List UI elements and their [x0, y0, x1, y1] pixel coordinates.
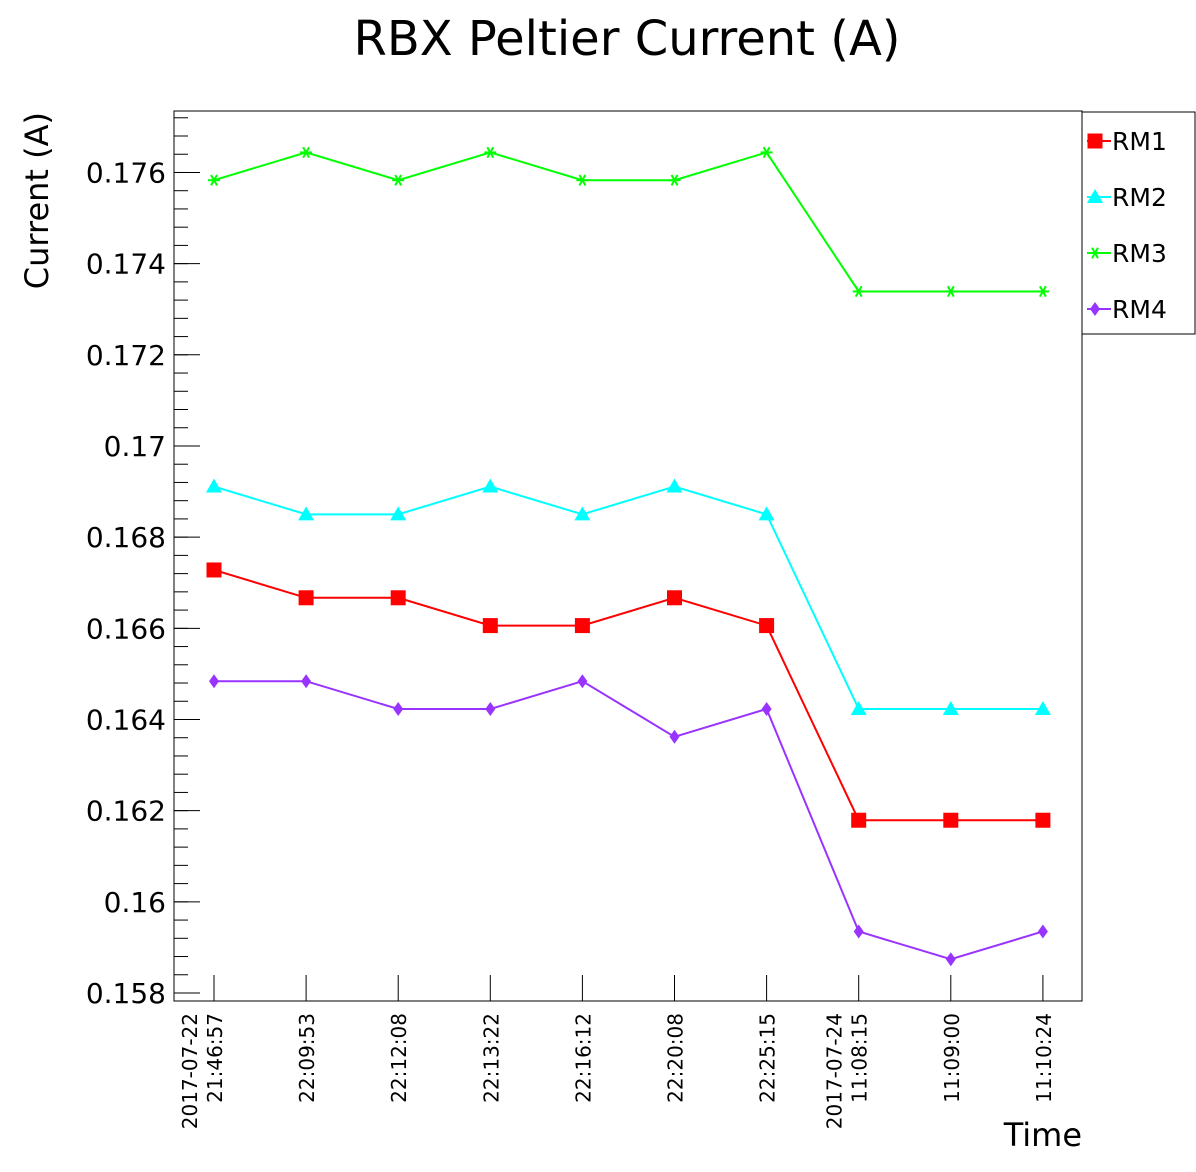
legend-label: RM2 — [1112, 183, 1167, 212]
data-point — [669, 729, 680, 744]
series-rm2 — [206, 478, 1051, 716]
data-point — [1035, 812, 1051, 828]
legend: RM1 RM2 RM3 RM4 — [1081, 111, 1196, 335]
x-tick-label: 22:09:53 — [295, 1013, 319, 1103]
y-tick-label: 0.176 — [86, 156, 166, 189]
y-tick-label: 0.174 — [86, 248, 166, 281]
data-point — [208, 174, 220, 186]
legend-label: RM3 — [1112, 239, 1167, 268]
plot-frame — [173, 110, 1083, 1002]
series-line — [213, 569, 1043, 822]
legend-label: RM4 — [1112, 295, 1167, 324]
data-point — [209, 674, 219, 689]
data-point — [852, 285, 865, 298]
data-point — [577, 674, 588, 689]
data-point — [942, 701, 959, 716]
data-point — [850, 701, 867, 716]
series-line — [214, 680, 1044, 961]
y-tick-label: 0.16 — [104, 886, 166, 919]
x-tick-label: 22:13:22 — [479, 1013, 503, 1103]
data-point — [300, 146, 313, 159]
data-point — [574, 506, 591, 521]
data-point — [298, 506, 315, 521]
x-tick-label: 22:12:08 — [387, 1013, 411, 1103]
data-point — [667, 590, 682, 606]
series-layer — [206, 146, 1051, 967]
data-point — [944, 285, 957, 298]
y-tick-label: 0.168 — [86, 521, 166, 554]
legend-entry-rm2: RM2 — [1087, 183, 1167, 212]
data-point — [943, 812, 959, 828]
y-tick-label: 0.172 — [86, 339, 166, 372]
legend-label: RM1 — [1112, 127, 1167, 156]
data-point — [301, 674, 312, 689]
data-point — [758, 506, 775, 521]
data-point — [482, 618, 498, 634]
data-point — [206, 562, 222, 578]
series-rm1 — [206, 562, 1051, 828]
y-tick-label: 0.17 — [104, 430, 166, 463]
x-tick-label: 2017-07-22 — [178, 1013, 202, 1129]
legend-box — [1081, 111, 1196, 335]
data-point — [851, 812, 867, 828]
data-point — [390, 590, 406, 606]
data-point — [390, 506, 407, 521]
legend-marker — [1089, 247, 1101, 259]
x-tick-label: 22:25:15 — [756, 1013, 780, 1103]
data-point — [206, 478, 222, 493]
series-rm3 — [208, 146, 1049, 298]
x-tick-label: 22:16:12 — [571, 1013, 595, 1103]
data-point — [760, 146, 773, 159]
y-tick-label: 0.162 — [86, 795, 166, 828]
data-point — [945, 952, 956, 967]
x-tick-label: 11:10:24 — [1032, 1013, 1056, 1103]
x-tick-label: 21:46:57 — [203, 1013, 227, 1103]
data-point — [392, 174, 405, 186]
legend-entry-rm1: RM1 — [1087, 127, 1167, 156]
data-point — [759, 618, 775, 634]
data-point — [666, 478, 683, 493]
data-point — [485, 702, 496, 717]
data-point — [574, 618, 590, 634]
plot-area: 0.158 0.16 0.162 0.164 0.166 0.168 0.17 0.172 0.… — [86, 110, 1083, 1129]
data-point — [298, 590, 314, 606]
data-point — [1034, 701, 1051, 716]
data-point — [761, 702, 772, 717]
legend-marker — [1087, 133, 1103, 149]
data-point — [393, 702, 404, 717]
y-tick-label: 0.164 — [86, 703, 166, 736]
legend-marker — [1087, 189, 1103, 203]
data-point — [668, 174, 681, 186]
x-tick-label: 2017-07-24 — [823, 1013, 847, 1129]
x-tick-label: 11:09:00 — [940, 1013, 964, 1103]
series-line — [213, 151, 1043, 293]
series-line — [213, 485, 1043, 711]
x-tick-label: 11:08:15 — [848, 1013, 872, 1103]
legend-entry-rm3: RM3 — [1087, 239, 1167, 268]
legend-marker — [1090, 302, 1100, 316]
y-tick-label: 0.158 — [86, 977, 166, 1010]
data-point — [853, 924, 864, 939]
series-rm4 — [209, 674, 1048, 967]
y-axis-title: Current (A) — [18, 112, 56, 289]
x-tick-label: 22:20:08 — [664, 1013, 688, 1103]
data-point — [1037, 924, 1048, 939]
x-axis-title: Time — [1003, 1116, 1082, 1154]
chart-title: RBX Peltier Current (A) — [353, 11, 900, 67]
y-tick-label: 0.166 — [86, 612, 166, 645]
legend-entry-rm4: RM4 — [1087, 295, 1167, 324]
data-point — [482, 478, 499, 493]
data-point — [1036, 285, 1049, 298]
data-point — [576, 174, 589, 186]
data-point — [484, 146, 497, 159]
